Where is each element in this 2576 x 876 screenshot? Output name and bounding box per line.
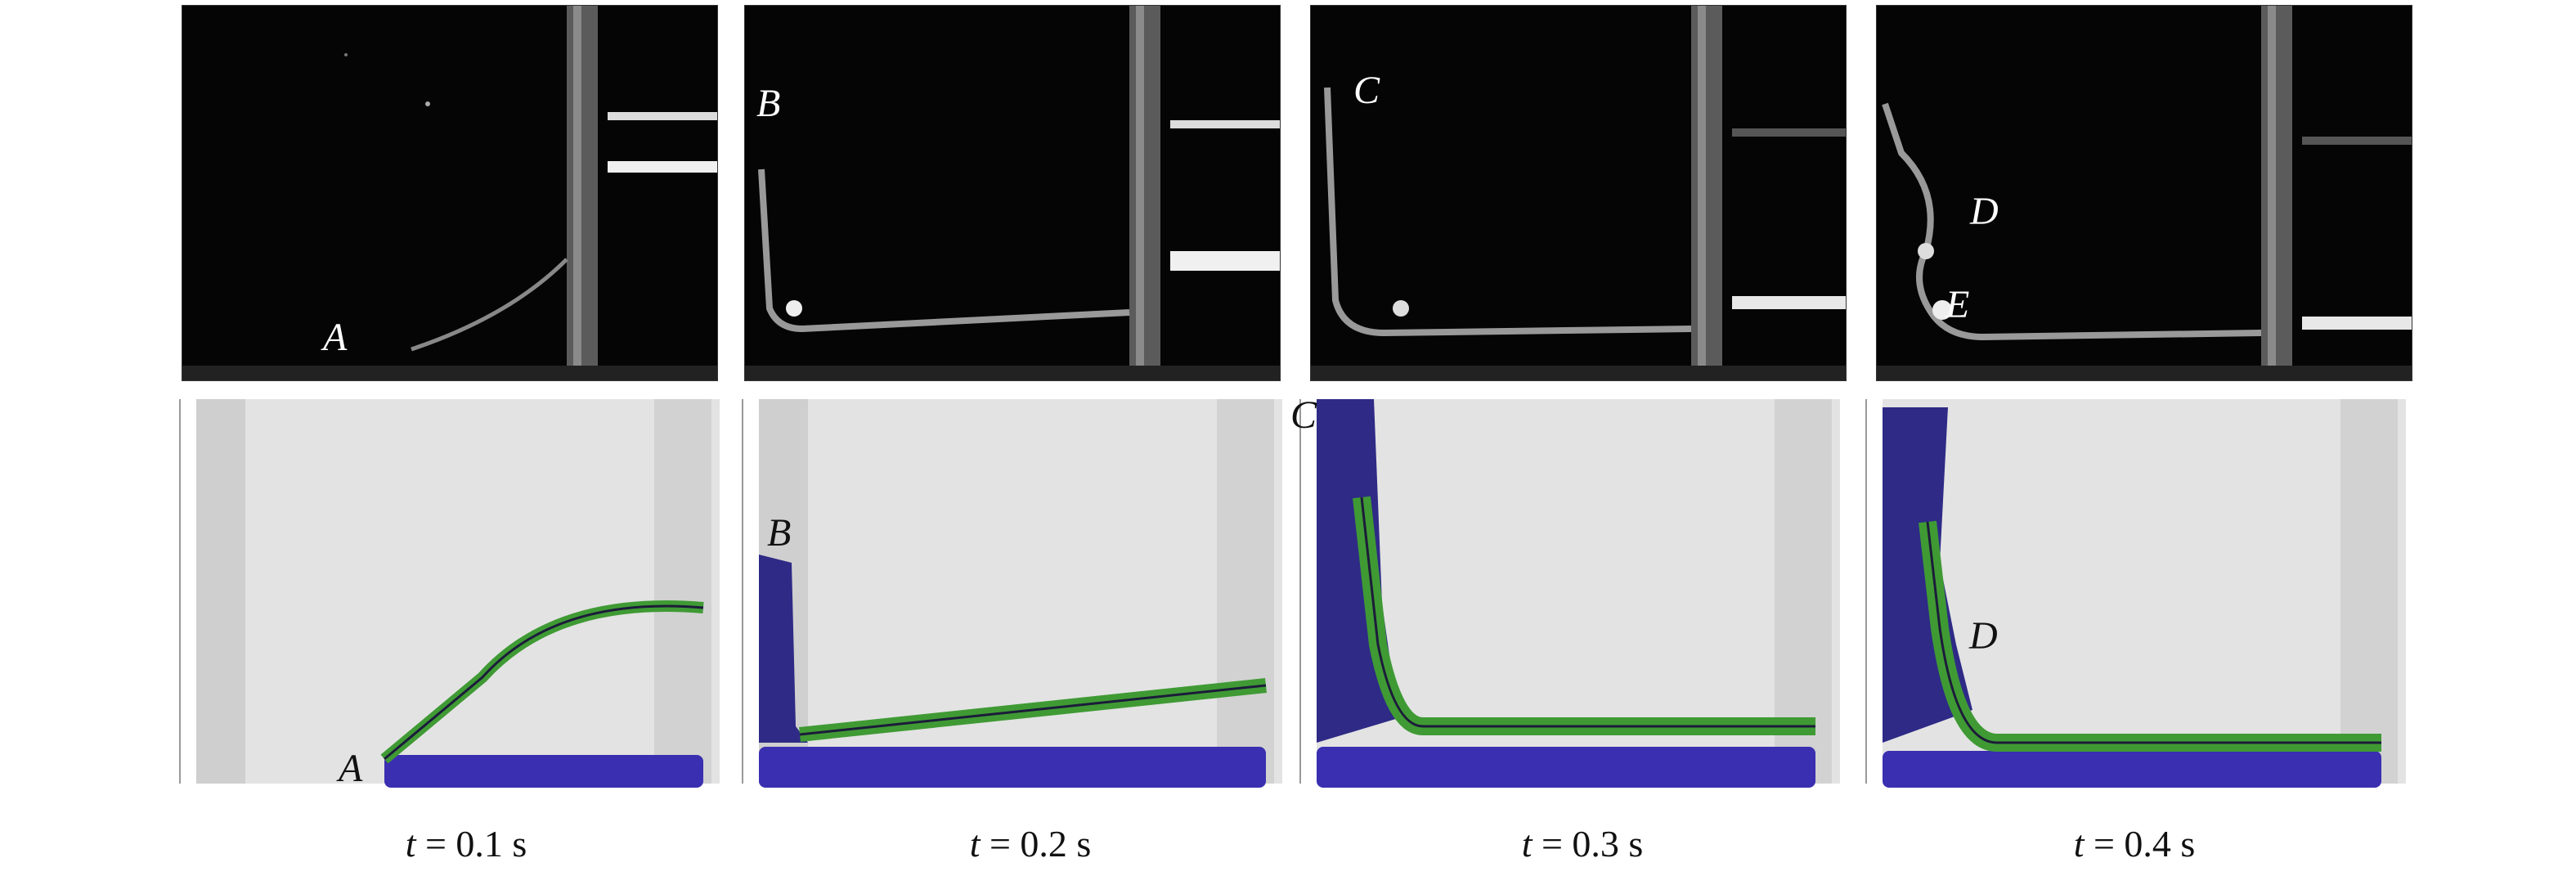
sim-point-label: C xyxy=(1290,399,1317,437)
photo-scene-1 xyxy=(182,6,717,380)
sim-point-label: D xyxy=(1969,614,1998,658)
caption-value: = 0.4 s xyxy=(2084,823,2196,865)
sim-panel-2: B xyxy=(726,399,1282,798)
photo-panel-4: D E xyxy=(1876,5,2412,381)
caption-variable: t xyxy=(969,823,981,865)
photo-point-label: D xyxy=(1970,190,1999,233)
sim-plot-2 xyxy=(742,399,1282,788)
sim-panel-4: D xyxy=(1850,399,2406,798)
sim-panel-1: A xyxy=(164,399,720,798)
caption-value: = 0.2 s xyxy=(980,823,1092,865)
caption-1: t = 0.1 s xyxy=(204,822,728,865)
photo-scene-3 xyxy=(1311,6,1846,380)
caption-2: t = 0.2 s xyxy=(769,822,1292,865)
photo-panel-1: A xyxy=(182,5,718,381)
sim-plot-4 xyxy=(1865,399,2406,788)
photo-point-label: C xyxy=(1353,69,1380,112)
photo-scene-2 xyxy=(745,6,1280,380)
sim-point-label: B xyxy=(767,511,792,555)
photo-point-label: E xyxy=(1945,283,1970,326)
photo-panel-3: C xyxy=(1310,5,1847,381)
caption-4: t = 0.4 s xyxy=(1873,822,2396,865)
sim-plot-1 xyxy=(179,399,720,788)
caption-variable: t xyxy=(1521,823,1533,865)
caption-value: = 0.1 s xyxy=(415,823,527,865)
caption-variable: t xyxy=(405,823,416,865)
photo-scene-4 xyxy=(1877,6,2412,380)
sim-plot-3 xyxy=(1299,399,1840,788)
photo-point-label: B xyxy=(756,82,781,125)
caption-3: t = 0.3 s xyxy=(1321,822,1844,865)
sim-point-label: A xyxy=(339,747,363,790)
sim-panel-3: C xyxy=(1284,399,1840,798)
caption-variable: t xyxy=(2073,823,2085,865)
caption-value: = 0.3 s xyxy=(1532,823,1644,865)
photo-point-label: A xyxy=(323,316,348,359)
photo-panel-2: B xyxy=(744,5,1281,381)
